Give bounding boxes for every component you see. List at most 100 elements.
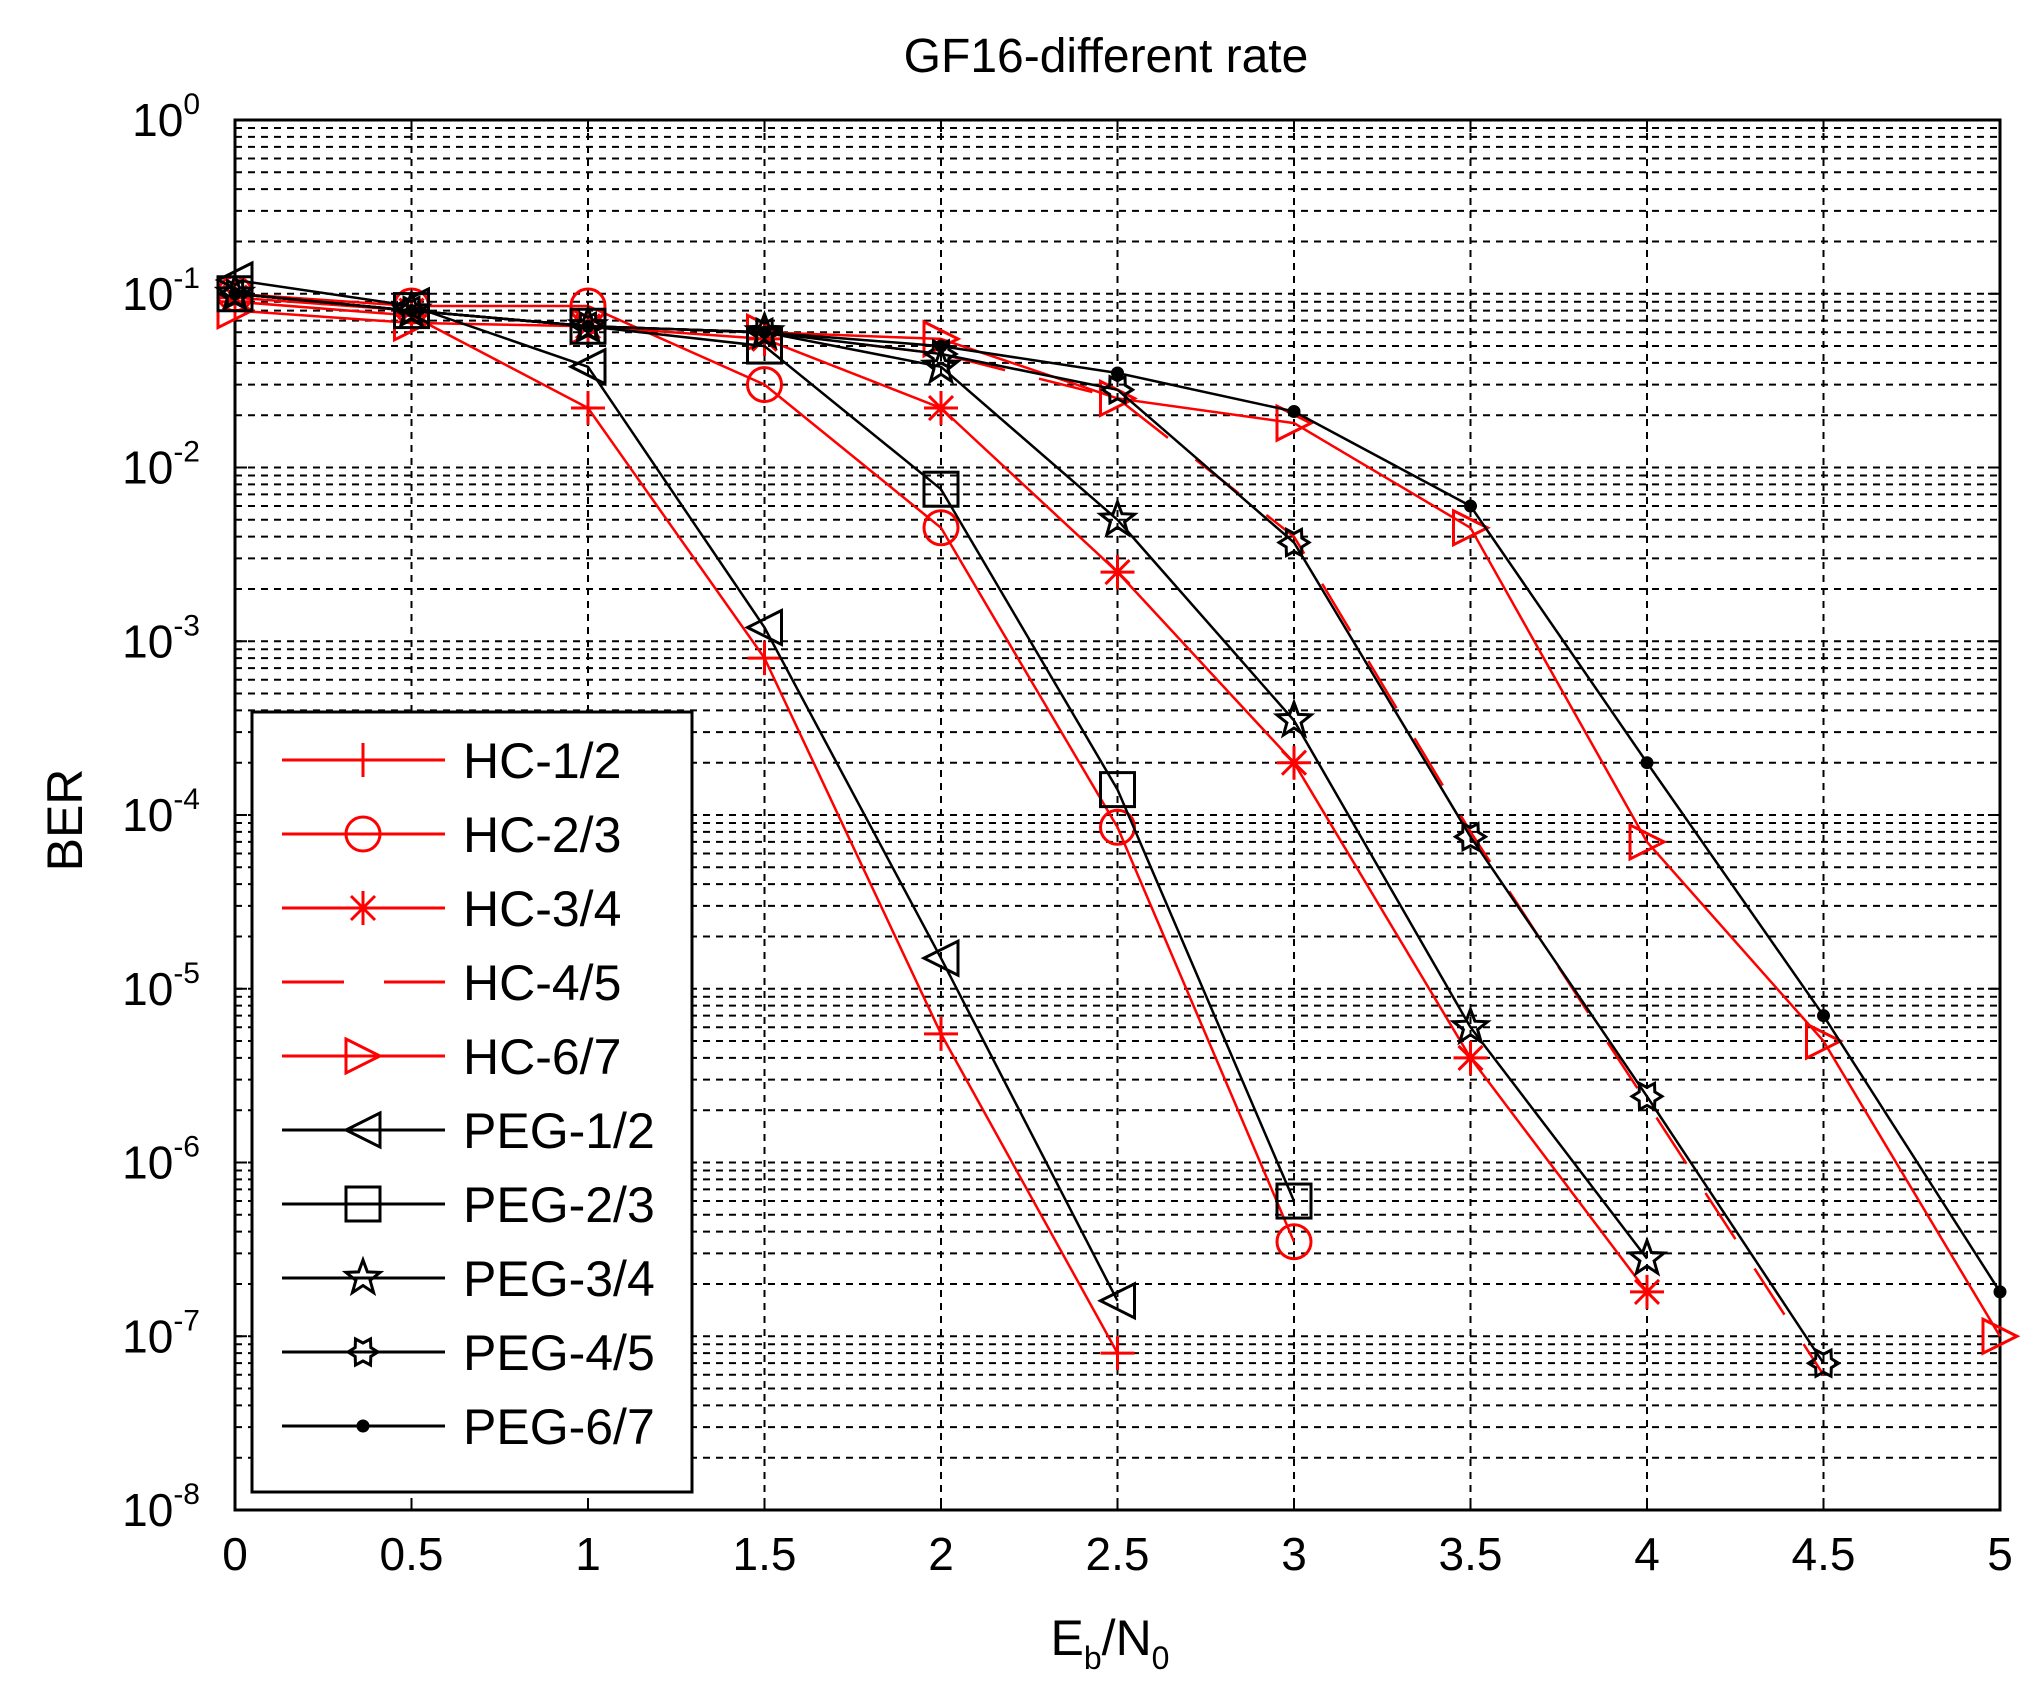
y-tick-exponent: -3 [173,609,200,642]
y-tick-base: 10 [122,1310,173,1362]
marker-dot [405,304,418,318]
marker-star [1625,1236,1669,1277]
marker-dot [934,339,948,353]
marker-dot [1287,405,1301,419]
marker-asterisk [1100,555,1135,590]
x-axis-ticks: 0 0.5 1 1.5 2 2.5 3 3.5 4 4.5 5 [222,120,2013,1580]
marker-triangle-left [744,608,783,647]
legend-label: HC-4/5 [463,955,621,1011]
series-peg-1-2 [214,260,1136,1321]
legend-item: PEG-1/2 [282,1103,655,1159]
legend-label: HC-3/4 [463,881,621,937]
marker-square [922,470,960,508]
marker-plus [1100,1336,1135,1371]
y-tick-exponent: -5 [173,957,200,990]
legend-item: HC-1/2 [282,733,621,789]
grid-lines [235,120,2000,1510]
marker-star [919,344,963,385]
y-tick-label: 100 [132,88,200,146]
legend-item: HC-6/7 [282,1029,621,1085]
x-tick-label: 5 [1987,1528,2013,1580]
marker-hexagram [570,310,606,342]
marker-triangle-left [342,1110,382,1150]
x-label-sub1: b [1084,1640,1102,1676]
x-tick-label: 1 [575,1528,601,1580]
y-tick-exponent: 0 [183,88,200,121]
marker-triangle-right [344,1036,384,1076]
marker-triangle-right [1452,508,1491,548]
legend-items: HC-1/2 HC-2/3 HC-3/4 HC-4/5 HC-6/7 PEG-1/2 PEG… [282,733,655,1455]
x-tick-label: 3.5 [1439,1528,1503,1580]
marker-plus [924,1016,958,1051]
y-tick-label: 10-2 [122,436,200,494]
series-line [234,300,1119,1354]
y-tick-exponent: -2 [173,436,200,469]
marker-star [1449,1004,1492,1046]
y-tick-exponent: -7 [173,1304,200,1337]
y-tick-exponent: -6 [173,1131,200,1164]
x-tick-label: 2 [928,1528,954,1580]
x-tick-label: 1.5 [733,1528,797,1580]
marker-hexagram [1805,1347,1842,1379]
y-tick-base: 10 [122,1484,173,1536]
legend-label: PEG-6/7 [463,1399,655,1455]
marker-asterisk [1630,1274,1664,1309]
marker-hexagram [1276,527,1312,558]
y-tick-base: 10 [122,615,173,667]
marker-triangle-right [1981,1316,2021,1356]
marker-star [1096,497,1139,538]
marker-hexagram [1099,374,1136,406]
marker-star [341,1255,385,1297]
legend-box [250,710,694,1494]
marker-circle [344,815,382,853]
marker-hexagram [1629,1080,1665,1112]
marker-triangle-left [1097,1281,1136,1321]
y-tick-base: 10 [122,789,173,841]
marker-dot [581,319,595,333]
x-tick-label: 0.5 [380,1528,444,1580]
legend-item: HC-2/3 [282,807,621,863]
marker-square [344,1185,382,1223]
legend-label: PEG-4/5 [463,1325,655,1381]
marker-dot [758,325,771,339]
y-tick-exponent: -4 [173,783,200,816]
marker-circle [922,509,960,547]
marker-triangle-right [1628,822,1668,862]
marker-circle [746,366,783,404]
marker-dot [1464,499,1477,513]
x-tick-label: 2.5 [1086,1528,1150,1580]
marker-asterisk [924,391,958,426]
legend-item: PEG-3/4 [282,1251,655,1307]
legend-label: HC-2/3 [463,807,621,863]
x-label-mid: /N [1102,1610,1152,1666]
x-label-sub2: 0 [1152,1640,1170,1676]
legend-label: PEG-3/4 [463,1251,655,1307]
marker-dot [1993,1285,2007,1299]
y-tick-base: 10 [122,963,173,1015]
legend-label: HC-1/2 [463,733,621,789]
series-peg-6-7 [228,287,2007,1299]
legend-label: HC-6/7 [463,1029,621,1085]
legend-label: PEG-1/2 [463,1103,655,1159]
y-tick-base: 10 [122,1137,173,1189]
legend: HC-1/2 HC-2/3 HC-3/4 HC-4/5 HC-6/7 PEG-1/2 PEG… [250,710,694,1494]
y-tick-label: 10-1 [122,262,200,320]
y-tick-base: 10 [122,442,173,494]
marker-star [1272,698,1316,739]
marker-dot [228,287,242,301]
legend-item: HC-4/5 [282,955,621,1011]
marker-dot [1640,756,1654,770]
x-label-main: E [1051,1610,1084,1666]
y-tick-label: 10-3 [122,609,200,667]
marker-triangle-left [920,938,960,978]
y-axis-label: BER [37,769,93,872]
marker-hexagram [393,295,430,327]
y-tick-label: 10-5 [122,957,200,1015]
y-tick-exponent: -8 [173,1478,200,1511]
x-tick-label: 0 [222,1528,248,1580]
marker-hexagram [923,338,959,370]
marker-dot [356,1419,370,1433]
y-tick-base: 10 [132,94,183,146]
